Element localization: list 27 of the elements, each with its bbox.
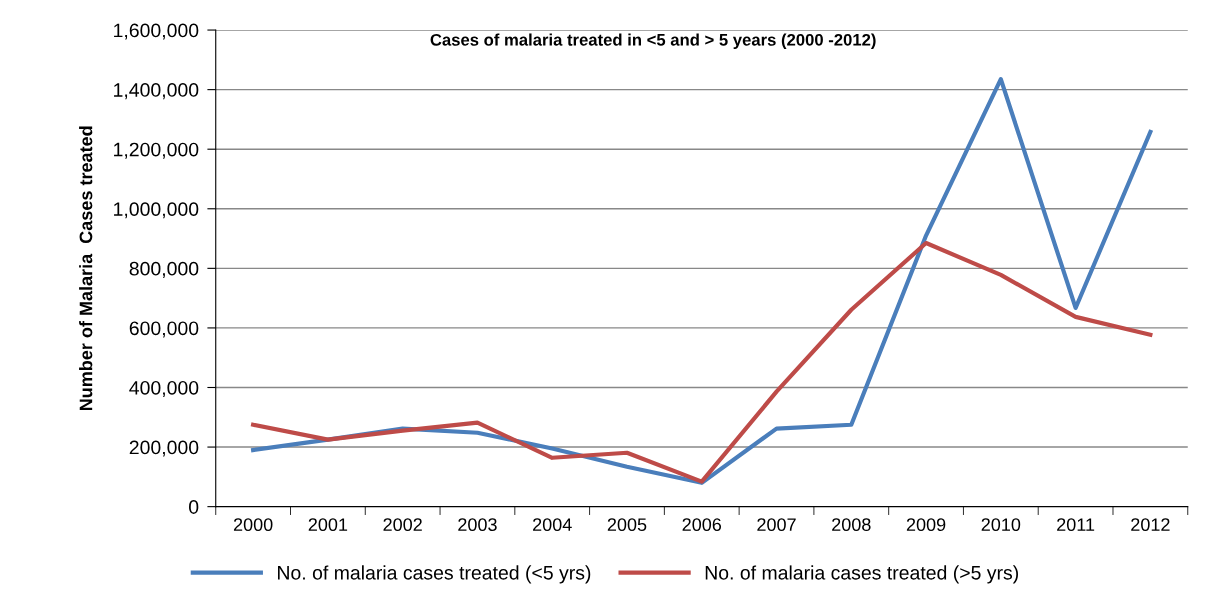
x-tick-label: 2006 — [682, 518, 722, 532]
y-tick-label: 1,600,000 — [114, 23, 199, 40]
x-tick-label: 2009 — [906, 518, 946, 532]
x-tick-label: 2011 — [1057, 518, 1095, 532]
x-tick-label: 2012 — [1131, 518, 1170, 532]
x-tick-label: 2005 — [607, 518, 647, 532]
x-tick-label: 2008 — [832, 518, 871, 532]
legend-label: No. of malaria cases treated (>5 yrs) — [705, 565, 1018, 584]
y-tick-label: 0 — [189, 500, 199, 514]
y-tick-label: 1,400,000 — [114, 83, 199, 100]
x-tick-label: 2010 — [981, 518, 1021, 532]
legend-label: No. of malaria cases treated (<5 yrs) — [278, 565, 591, 584]
x-tick-label: 2007 — [757, 518, 796, 532]
x-tick-label: 2004 — [533, 518, 572, 532]
y-tick-label: 600,000 — [129, 321, 199, 338]
line-series — [251, 240, 1153, 484]
y-tick-label: 1,200,000 — [114, 142, 199, 159]
y-tick-label: 400,000 — [129, 380, 199, 398]
y-tick-label: 800,000 — [129, 261, 199, 278]
x-tick-label: 2001 — [308, 518, 348, 532]
x-tick-label: 2003 — [458, 518, 497, 532]
y-axis-title: Number of Malaria Cases treated — [79, 126, 93, 411]
y-tick-label: 200,000 — [129, 440, 199, 457]
x-tick-label: 2000 — [233, 518, 273, 532]
x-tick-label: 2002 — [383, 518, 422, 532]
y-tick-label: 1,000,000 — [114, 202, 199, 219]
chart-title: Cases of malaria treated in <5 and > 5 years (2000 -2012) — [430, 33, 876, 49]
